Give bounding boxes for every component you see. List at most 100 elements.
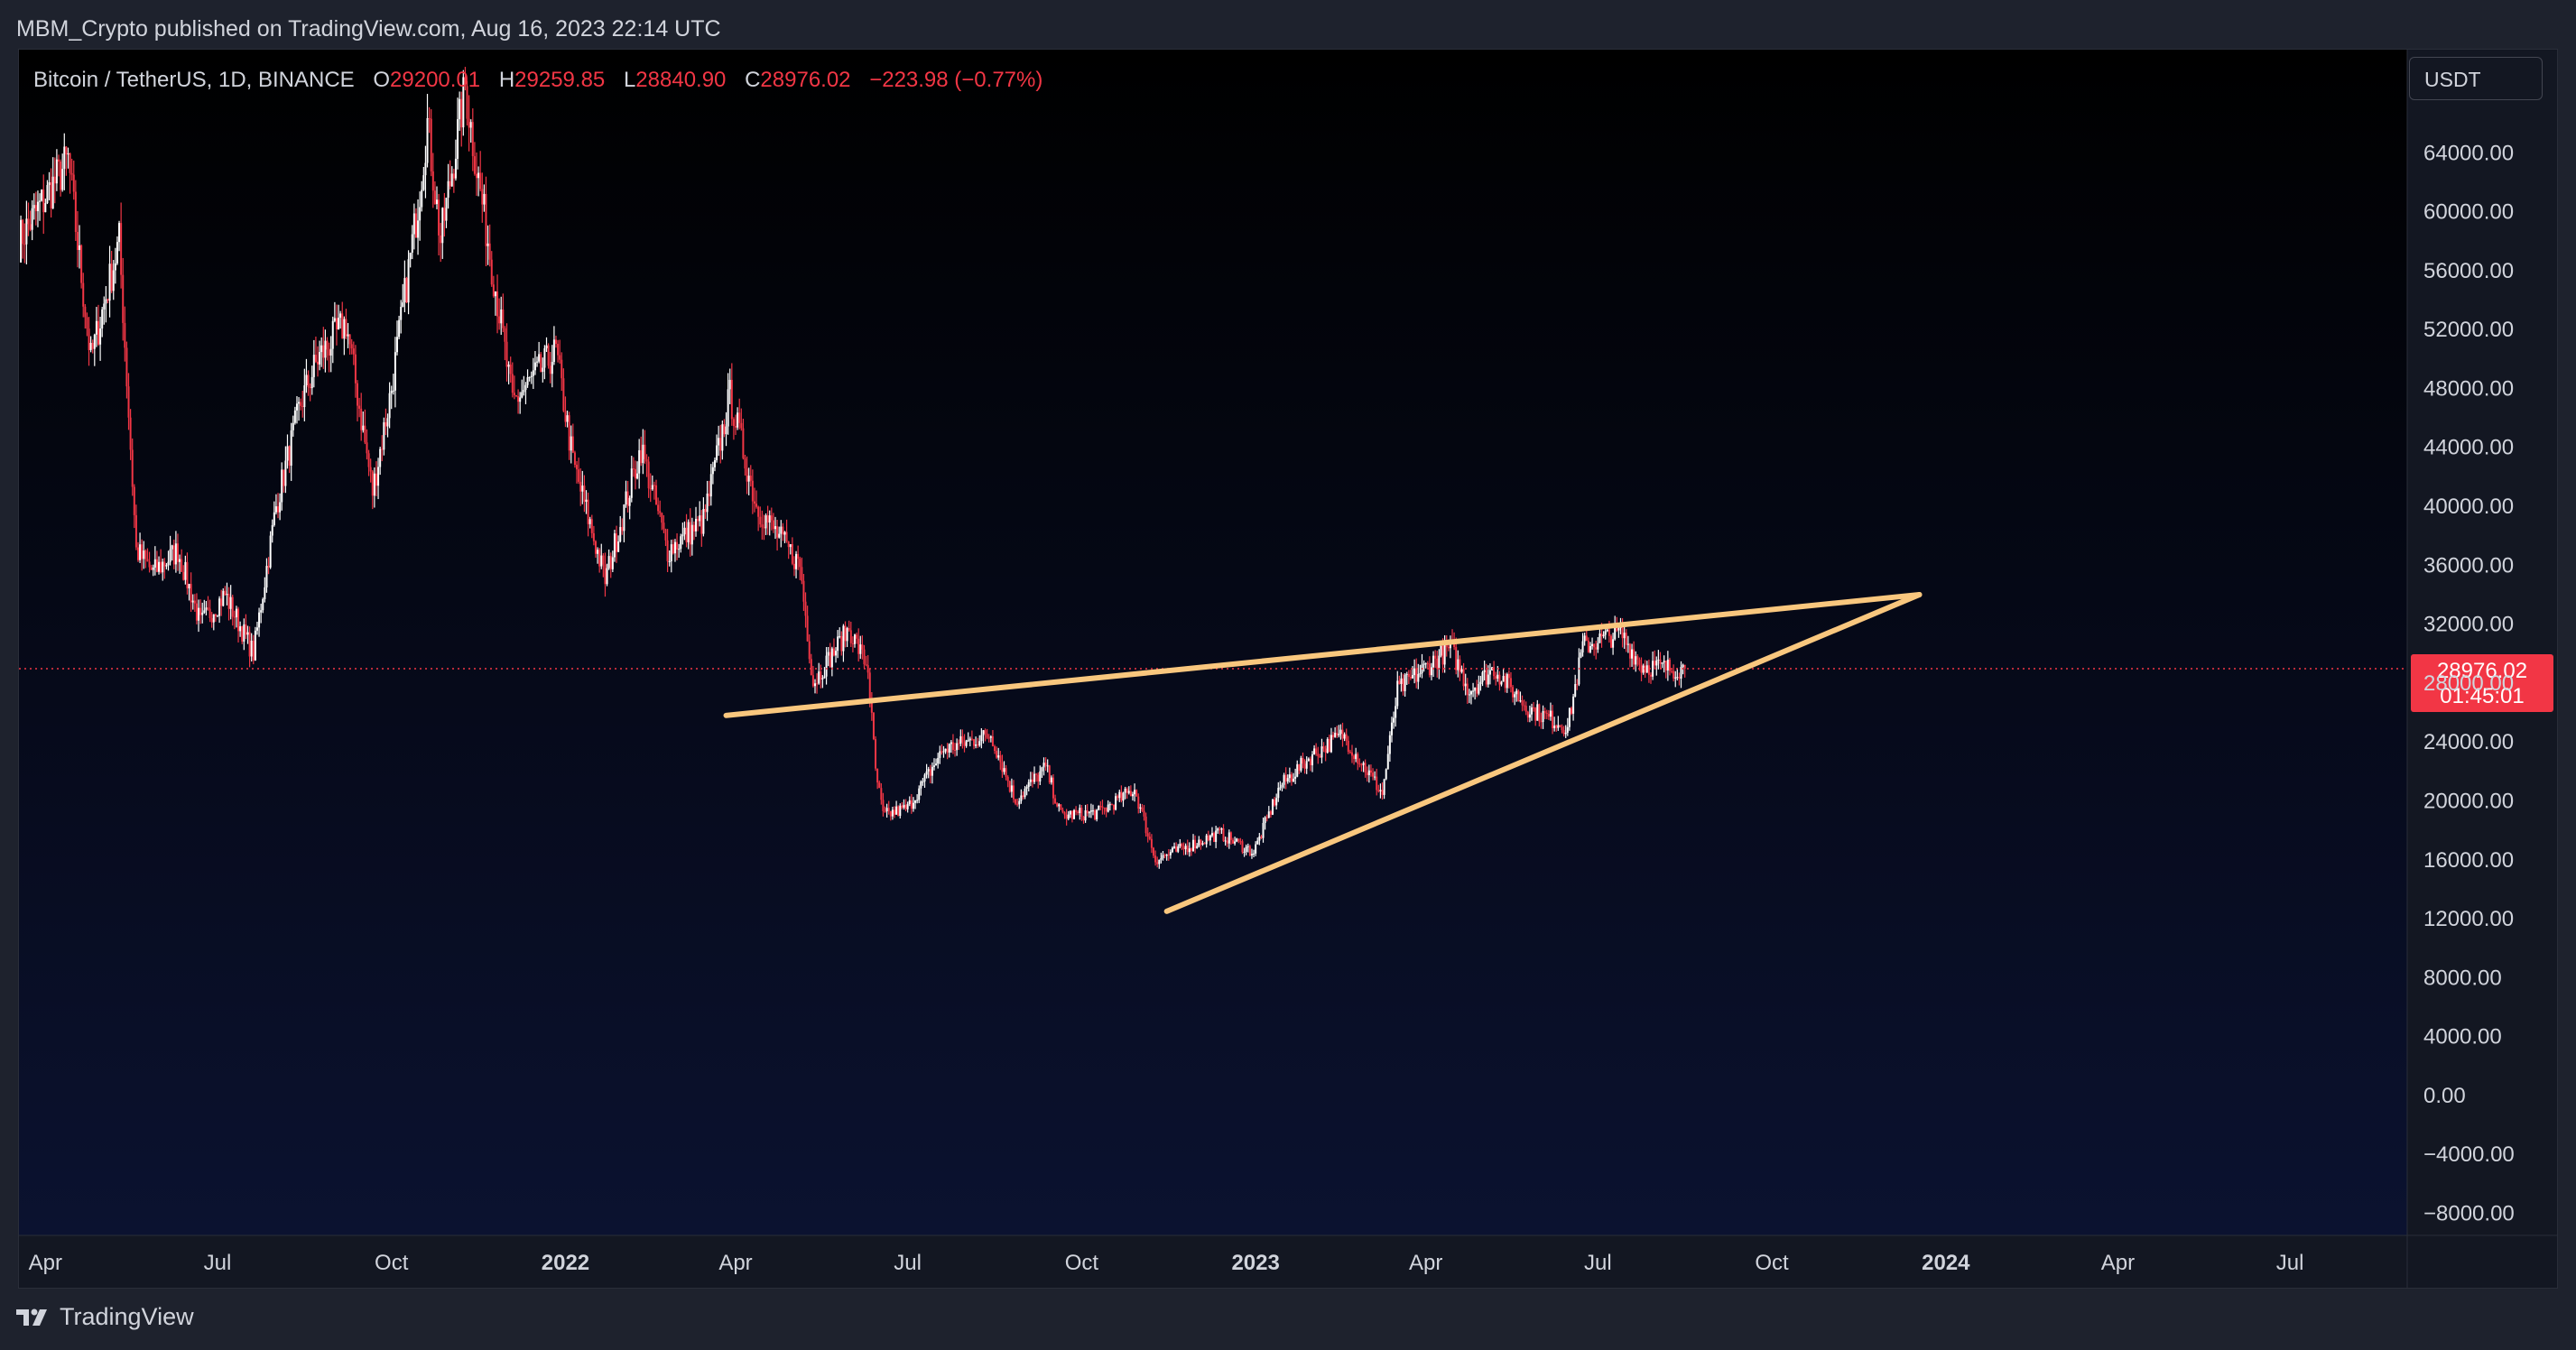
candle-body [1129,791,1132,797]
candle-body [547,345,550,366]
candle-body [676,541,679,550]
currency-button[interactable]: USDT [2409,57,2543,100]
candle-body [770,515,773,521]
candle-body [1578,657,1580,685]
candle-body [101,309,104,328]
candle-body [628,497,631,506]
candle-body [538,354,541,362]
chart-panel[interactable]: 28976.02 01:45:01 64000.00 60000.00 56000.0… [18,49,2558,1289]
candle-body [1385,769,1387,780]
candle-body [859,644,862,654]
candle-body [32,205,35,208]
candle-body [23,244,26,245]
candle-body [645,458,648,462]
candle-body [1077,811,1080,814]
candle-body [778,533,781,538]
candle-body [358,405,361,409]
candle-body [709,474,712,497]
candle-body [1528,714,1531,718]
candle-body [1519,700,1522,702]
candle-body [549,365,551,374]
candle-body [1636,656,1639,661]
candle-body [802,580,805,602]
candle-body [561,359,563,379]
price-tick-label: −4000.00 [2423,1142,2515,1167]
candle-body [303,385,306,408]
candle-body [1005,768,1007,777]
candle-body [1621,624,1624,639]
candle-body [895,806,898,815]
candle-body [533,362,536,371]
candle-body [454,158,457,179]
candle-body [457,119,459,159]
price-tick-label: 24000.00 [2423,730,2514,754]
candle-body [1552,710,1554,728]
candle-body [1649,674,1652,677]
candle-body [744,458,746,469]
candle-body [1171,847,1173,853]
candle-body [279,502,282,513]
candle-body [367,453,370,467]
candle-body [1631,649,1634,659]
candle-body [402,302,404,308]
candle-body [711,467,714,475]
candle-body [1260,836,1263,838]
candle-body [1638,660,1641,665]
candle-body [1324,748,1327,754]
candle-body [581,485,584,492]
candle-body [483,193,486,205]
candle-body [1474,687,1477,691]
candle-body [573,452,576,466]
candle-body [1557,725,1560,728]
candle-body [486,243,489,246]
candle-body [1568,707,1571,727]
candle-body [258,612,261,628]
candle-body [607,556,610,569]
candle-body [1606,629,1608,632]
candle-body [1313,748,1316,755]
candle-body [977,744,979,746]
candle-body [579,481,582,492]
candle-body [1148,837,1151,839]
candle-body [110,264,113,291]
candle-body [576,465,579,470]
candle-body [857,638,860,654]
candle-body [551,362,553,374]
candle-body [362,425,365,430]
candle-body [172,545,175,565]
candle-body [1514,694,1516,698]
candle-body [1600,633,1603,637]
candle-body [1294,776,1297,779]
candle-body [1430,667,1432,676]
candle-body [1044,763,1047,766]
candle-body [226,594,228,596]
candle-body [749,476,752,481]
candle-body [554,339,557,345]
candle-body [1659,659,1662,664]
candle-body [768,515,771,523]
candle-body [604,564,607,585]
price-tick-label: 4000.00 [2423,1025,2502,1049]
price-tick-label: 44000.00 [2423,436,2514,460]
candle-body [664,529,667,541]
candle-body [160,561,162,573]
candle-body [594,541,597,554]
candle-body [1576,684,1579,686]
time-tick-label: 2024 [1922,1251,1970,1275]
candle-body [1096,809,1098,819]
candle-body [477,172,480,179]
candle-body [617,541,620,552]
candle-body [899,805,902,817]
candle-body [396,337,399,353]
candle-body [1241,841,1244,853]
candle-body [848,627,850,631]
candle-body [1521,700,1524,706]
tradingview-brand[interactable]: TradingView [16,1303,194,1331]
candle-body [51,176,54,208]
candle-body [1436,658,1439,669]
candle-body [1402,678,1404,691]
candle-body [1224,840,1227,842]
candle-body [810,659,812,676]
candle-body [1229,832,1232,840]
